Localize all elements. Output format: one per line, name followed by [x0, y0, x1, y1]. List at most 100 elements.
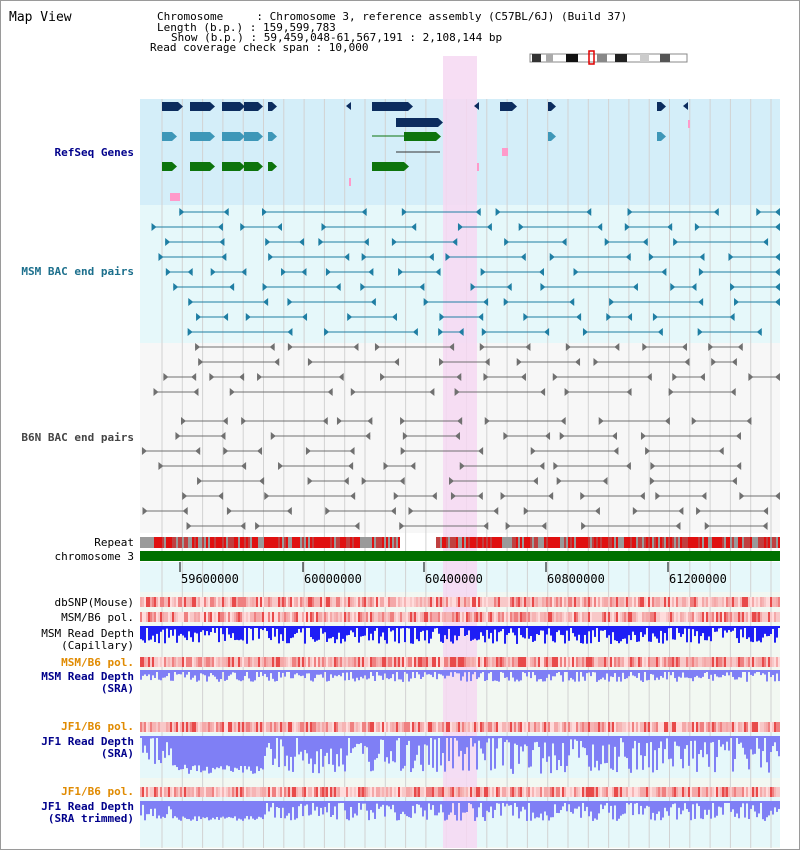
msm-depth-capillary-bar	[202, 626, 204, 631]
jf1-depth-sra-bar	[536, 736, 538, 742]
dbsnp-band	[546, 597, 548, 607]
msm-b6-pol-band	[510, 612, 512, 622]
dbsnp-band	[270, 597, 272, 607]
jf1-b6-pol-band	[702, 722, 704, 732]
jf1-depth-sra-bar	[218, 736, 220, 769]
jf1-depth-sra-bar	[770, 736, 772, 753]
msm-depth-sra-bar	[364, 670, 366, 676]
msm-b6-pol-2-band	[362, 657, 364, 667]
msm-b6-pol-band	[258, 612, 260, 622]
msm-bac-end	[229, 283, 235, 291]
repeat-segment	[594, 537, 596, 548]
jf1-depth-sra-bar	[194, 736, 196, 766]
jf1-b6-pol-band	[166, 722, 168, 732]
jf1-depth-sra-bar	[764, 736, 766, 738]
jf1-depth-trimmed-bar	[160, 801, 162, 819]
jf1-b6-pol-band	[398, 722, 400, 732]
msm-b6-pol-band	[442, 612, 444, 622]
jf1-depth-trimmed-bar	[282, 801, 284, 808]
dbsnp-band	[412, 597, 414, 607]
jf1-depth-sra-bar	[654, 736, 656, 751]
msm-depth-sra-bar	[696, 670, 698, 676]
jf1-depth-trimmed-bar	[514, 801, 516, 803]
b6n-bac-end	[181, 417, 187, 425]
msm-depth-capillary-bar	[638, 626, 640, 642]
dbsnp-band	[502, 597, 504, 607]
msm-depth-sra-bar	[552, 670, 554, 677]
repeat-segment	[176, 537, 178, 548]
msm-b6-pol-2-band	[462, 657, 464, 667]
jf1-depth-sra-bar	[448, 736, 450, 762]
msm-b6-pol-2-band	[720, 657, 722, 667]
msm-depth-capillary-bar	[668, 626, 670, 629]
dbsnp-band	[358, 597, 360, 607]
jf1-b6-pol-band	[498, 722, 500, 732]
jf1-depth-sra-bar	[398, 736, 400, 738]
msm-b6-pol-2-band	[426, 657, 428, 667]
msm-b6-pol-band	[296, 612, 298, 622]
repeat-segment	[392, 537, 394, 548]
msm-depth-sra-bar	[148, 670, 150, 675]
jf1-b6-pol-band	[192, 722, 194, 732]
dbsnp-band	[542, 597, 544, 607]
msm-b6-pol-2-band	[232, 657, 234, 667]
repeat-segment	[754, 537, 756, 548]
b6n-bac-end	[270, 432, 276, 440]
msm-depth-sra-bar	[626, 670, 628, 679]
msm-b6-pol-2-band	[440, 657, 442, 667]
msm-depth-capillary-bar	[758, 626, 760, 641]
msm-depth-capillary-bar	[574, 626, 576, 637]
msm-b6-pol-band	[554, 612, 556, 622]
msm-bac-end	[398, 268, 404, 276]
msm-depth-sra-bar	[656, 670, 658, 678]
repeat-segment	[670, 537, 672, 548]
msm-b6-pol-band	[432, 612, 434, 622]
msm-bac-end	[196, 313, 202, 321]
dbsnp-band	[656, 597, 658, 607]
msm-b6-pol-2-band	[576, 657, 578, 667]
msm-depth-sra-bar	[678, 670, 680, 677]
jf1-depth-sra-bar	[640, 736, 642, 756]
jf1-b6-pol-band	[692, 722, 694, 732]
track-label-jf1-b6-pol-2: JF1/B6 pol.	[61, 785, 134, 798]
msm-bac-end	[775, 298, 780, 306]
jf1-b6-pol-2-band	[190, 787, 192, 797]
msm-depth-capillary-bar	[436, 626, 438, 628]
msm-b6-pol-2-band	[536, 657, 538, 667]
msm-b6-pol-band	[764, 612, 766, 622]
dbsnp-band	[522, 597, 524, 607]
dbsnp-band	[670, 597, 672, 607]
b6n-bac-end	[354, 522, 360, 530]
msm-depth-sra-bar	[334, 670, 336, 676]
jf1-b6-pol-band	[218, 722, 220, 732]
repeat-segment	[602, 537, 604, 548]
jf1-b6-pol-band	[548, 722, 550, 732]
msm-b6-pol-2-band	[566, 657, 568, 667]
dbsnp-band	[376, 597, 378, 607]
b6n-bac-end	[394, 358, 400, 366]
repeat-segment	[388, 537, 390, 548]
msm-b6-pol-2-band	[382, 657, 384, 667]
msm-b6-pol-2-band	[690, 657, 692, 667]
jf1-depth-sra-bar	[432, 736, 434, 768]
jf1-b6-pol-2-band	[428, 787, 430, 797]
msm-depth-capillary-bar	[184, 626, 186, 638]
b6n-bac-end	[711, 358, 717, 366]
msm-b6-pol-2-band	[454, 657, 456, 667]
jf1-depth-sra-bar	[508, 736, 510, 743]
msm-depth-sra-bar	[212, 670, 214, 676]
jf1-depth-trimmed-bar	[656, 801, 658, 814]
msm-depth-capillary-bar	[282, 626, 284, 641]
msm-bac-end	[775, 223, 780, 231]
msm-b6-pol-2-band	[230, 657, 232, 667]
repeat-segment	[492, 537, 494, 548]
msm-depth-sra-bar	[716, 670, 718, 677]
msm-depth-capillary-bar	[360, 626, 362, 637]
dbsnp-band	[618, 597, 620, 607]
msm-b6-pol-2-band	[340, 657, 342, 667]
msm-depth-sra-bar	[640, 670, 642, 681]
dbsnp-band	[346, 597, 348, 607]
msm-b6-pol-2-band	[778, 657, 780, 667]
b6n-bac-end	[503, 432, 509, 440]
